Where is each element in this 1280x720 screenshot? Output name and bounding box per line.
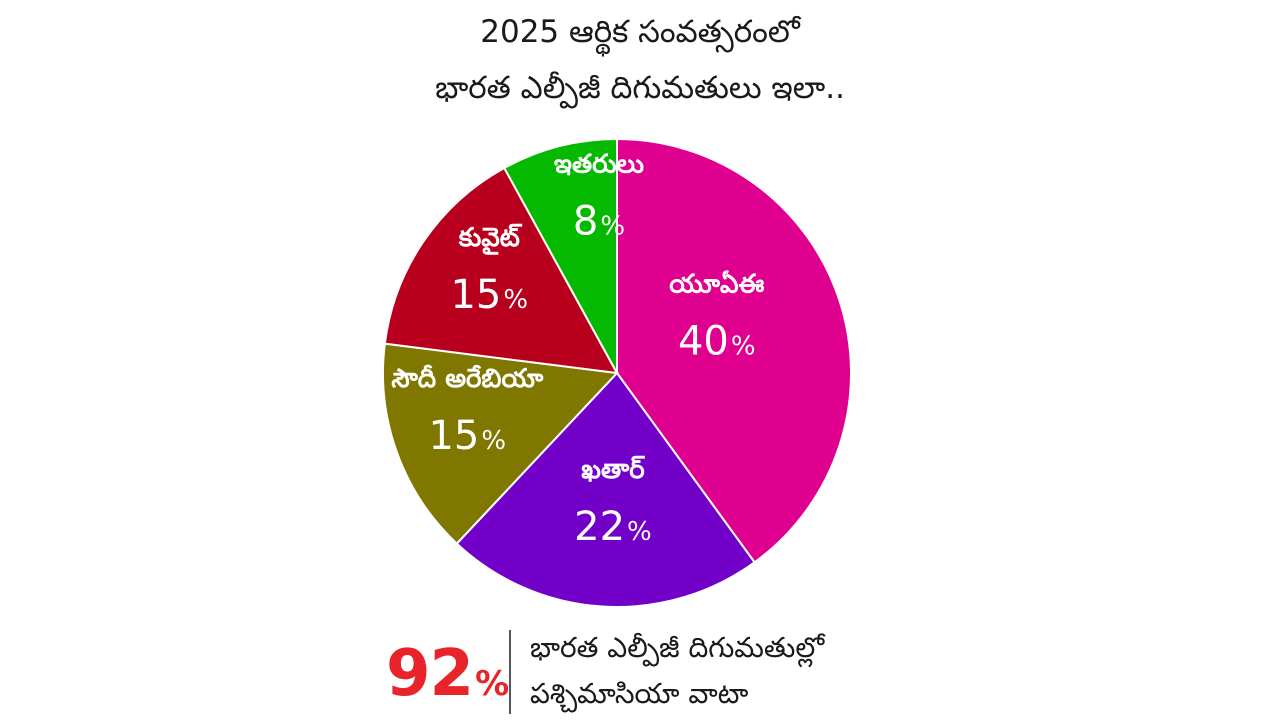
slice-value-label: 15% xyxy=(428,413,506,459)
summary-text-line-1: భారత ఎల్పీజీ దిగుమతుల్లో xyxy=(530,631,825,664)
chart-title-line-2: భారత ఎల్పీజీ దిగుమతులు ఇలా.. xyxy=(435,70,845,106)
slice-value-label: 8% xyxy=(573,199,625,245)
slice-category-label: సౌదీ అరేబియా xyxy=(391,364,543,394)
pie-slice xyxy=(382,342,620,545)
slice-value-label: 22% xyxy=(574,504,652,550)
pie-slice xyxy=(616,137,852,564)
summary-percentage-value: 92 xyxy=(386,637,474,711)
chart-title-line-1: 2025 ఆర్థిక సంవత్సరంలో xyxy=(480,14,800,50)
slice-category-label: ఖతార్ xyxy=(581,455,645,485)
summary-percentage-sign: % xyxy=(475,664,510,704)
slice-category-label: ఇతరులు xyxy=(554,150,644,180)
summary-percentage: 92 % xyxy=(386,632,509,716)
slice-category-label: యూఏఈ xyxy=(669,270,764,300)
pie-slice xyxy=(383,166,619,375)
summary-divider xyxy=(509,630,511,714)
summary-text-line-2: పశ్చిమాసియా వాటా xyxy=(530,677,749,710)
pie-slice xyxy=(455,371,756,608)
slice-category-label: కువైట్ xyxy=(458,223,523,255)
pie-slice xyxy=(502,137,618,374)
slice-value-label: 15% xyxy=(450,272,528,318)
slice-value-label: 40% xyxy=(678,319,756,365)
